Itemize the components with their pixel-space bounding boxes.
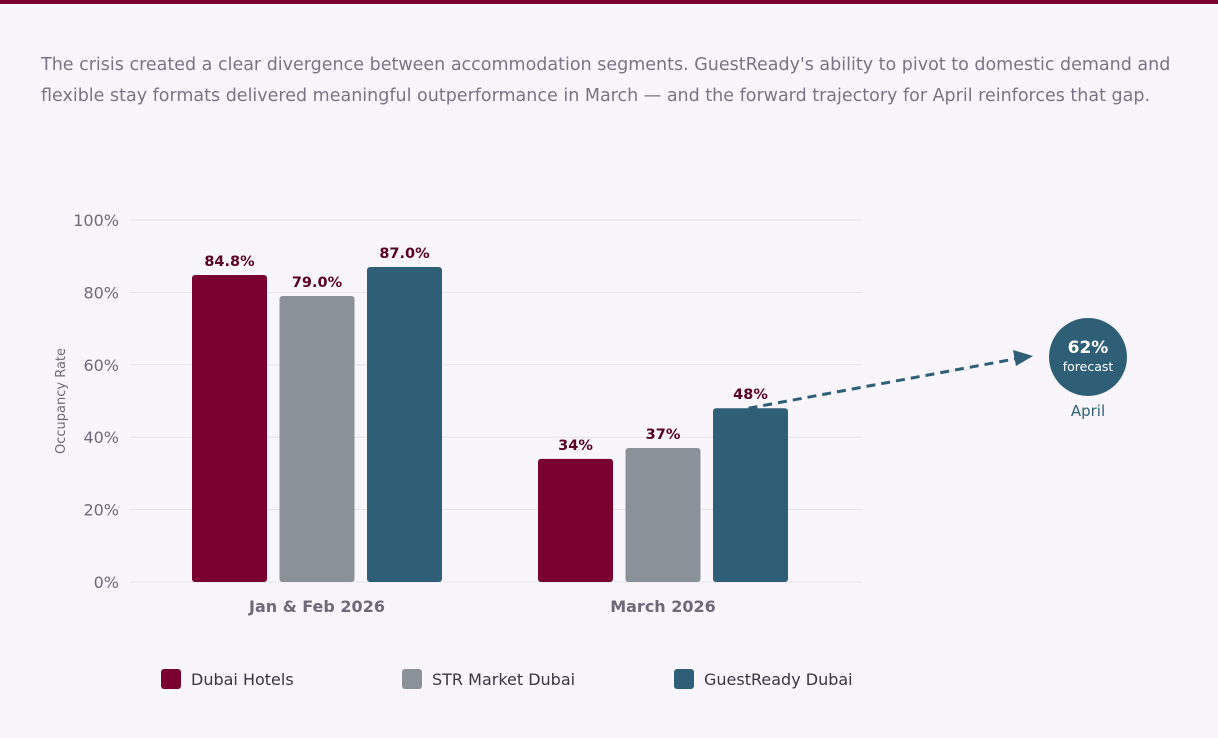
bar-value-label: 48% <box>733 387 768 403</box>
legend-item-dubai-hotels[interactable]: Dubai Hotels <box>161 669 294 689</box>
top-accent-bar <box>0 0 1218 4</box>
bar-dubai-hotels <box>192 275 267 582</box>
bar-value-label: 34% <box>558 438 593 454</box>
x-category-label: Jan & Feb 2026 <box>248 597 385 616</box>
bar-guestready-dubai <box>713 408 788 582</box>
bar-value-label: 87.0% <box>379 246 430 262</box>
y-axis-label: Occupancy Rate <box>54 348 69 454</box>
legend-swatch <box>161 669 181 689</box>
legend-label: STR Market Dubai <box>432 669 576 689</box>
forecast-sublabel: forecast <box>1063 359 1114 374</box>
y-tick-label: 60% <box>83 356 119 375</box>
legend-item-guestready[interactable]: GuestReady Dubai <box>674 669 853 689</box>
bar-guestready-dubai <box>367 267 442 582</box>
bar-value-label: 37% <box>646 427 681 443</box>
y-tick-label: 80% <box>83 283 119 302</box>
legend-swatch <box>674 669 694 689</box>
forecast-arrowhead-icon <box>1013 350 1033 366</box>
bar-dubai-hotels <box>538 458 613 582</box>
bar-str-market-dubai <box>625 448 701 582</box>
intro-paragraph: The crisis created a clear divergence be… <box>41 55 1171 106</box>
legend-item-str-market[interactable]: STR Market Dubai <box>402 669 575 689</box>
y-tick-label: 40% <box>83 428 119 447</box>
x-category-label: March 2026 <box>610 597 716 616</box>
bar-str-market-dubai <box>279 296 355 582</box>
forecast-arrow-line <box>748 356 1021 410</box>
forecast-circle <box>1049 318 1127 396</box>
legend-label: GuestReady Dubai <box>704 669 853 689</box>
forecast-period-label: April <box>1071 402 1105 420</box>
bar-value-label: 79.0% <box>292 275 343 291</box>
y-tick-label: 0% <box>94 573 119 592</box>
y-tick-label: 100% <box>73 211 119 230</box>
legend-swatch <box>402 669 422 689</box>
legend-label: Dubai Hotels <box>191 669 294 689</box>
y-tick-label: 20% <box>83 501 119 520</box>
bar-value-label: 84.8% <box>204 254 255 270</box>
forecast-value: 62% <box>1068 338 1109 358</box>
